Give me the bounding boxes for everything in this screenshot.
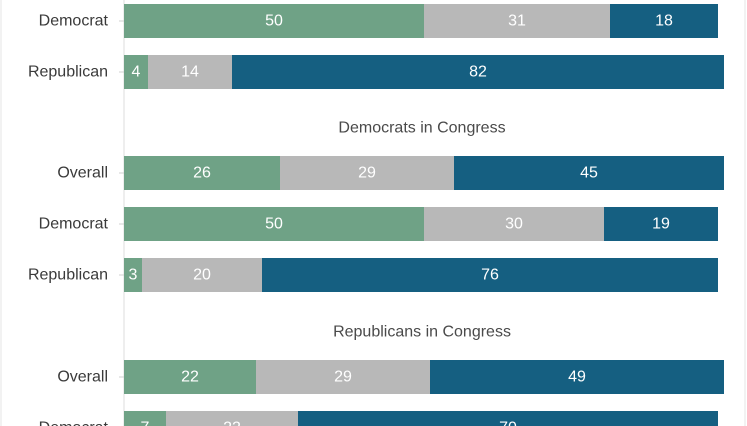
bar-value-label: 45 [580,165,598,182]
bar-value-label: 70 [499,420,517,426]
bar-value-label: 31 [508,13,526,30]
bar-segment [430,360,724,394]
bar-segment [262,258,718,292]
bar-segment [148,55,232,89]
bar-segment [124,258,142,292]
row-label: Overall [57,165,108,182]
bar-segment [124,55,148,89]
row-label: Democrat [39,13,109,30]
bar-value-label: 49 [568,369,586,386]
bar-value-label: 20 [193,267,211,284]
bar-segment [124,411,166,426]
bar-segment [298,411,718,426]
bar-value-label: 18 [655,13,673,30]
bar-value-label: 82 [469,64,487,81]
bar-value-label: 14 [181,64,199,81]
bar-segment [124,156,280,190]
bar-segment [454,156,724,190]
bar-segment [142,258,262,292]
bar-value-label: 7 [141,420,150,426]
section-title: Democrats in Congress [338,120,505,137]
bar-value-label: 76 [481,267,499,284]
bar-value-label: 22 [181,369,199,386]
bar-segment [424,207,604,241]
bar-value-label: 50 [265,13,283,30]
bar-value-label: 50 [265,216,283,233]
row-label: Democrat [39,420,109,426]
bar-segment [256,360,430,394]
bar-segment [280,156,454,190]
bar-segment [232,55,724,89]
bar-segment [166,411,298,426]
row-label: Overall [57,369,108,386]
bar-segment [610,4,718,38]
row-label: Republican [28,267,108,284]
chart-marks: Democrat 50 31 18 Republican 4 14 82 Democrats i… [28,4,724,426]
bar-segment [124,4,424,38]
bar-value-label: 29 [358,165,376,182]
bar-value-label: 4 [132,64,141,81]
bar-value-label: 22 [223,420,241,426]
bar-segment [124,360,256,394]
bar-value-label: 26 [193,165,211,182]
bar-value-label: 3 [129,267,138,284]
bar-value-label: 29 [334,369,352,386]
bar-segment [124,207,424,241]
row-label: Democrat [39,216,109,233]
bar-value-label: 30 [505,216,523,233]
bar-segment [604,207,718,241]
row-label: Republican [28,64,108,81]
bar-value-label: 19 [652,216,670,233]
section-title: Republicans in Congress [333,324,511,341]
bar-segment [424,4,610,38]
